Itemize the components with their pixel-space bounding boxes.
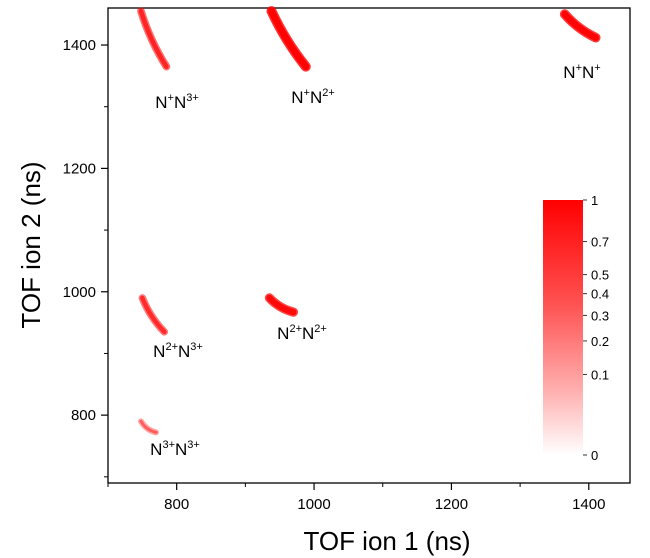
- channel-streak: [139, 419, 158, 434]
- channel-label: N+N3+: [155, 92, 199, 112]
- colorbar: [543, 200, 583, 455]
- y-tick-label: 1000: [63, 284, 96, 301]
- colorbar-tick-label: 0: [591, 448, 598, 463]
- channel-label: N3+N3+: [150, 439, 200, 459]
- colorbar-tick-label: 0.1: [591, 367, 609, 382]
- x-tick-label: 1200: [435, 496, 468, 513]
- colorbar-tick-label: 0.7: [591, 235, 609, 250]
- channel-label: N2+N2+: [277, 323, 327, 343]
- channel-streak: [267, 7, 310, 71]
- colorbar-tick-label: 1: [591, 193, 598, 208]
- channel-label: N+N+: [563, 62, 600, 82]
- channel-streak: [561, 10, 600, 41]
- channel-streak-glow: [138, 418, 160, 436]
- channel-streak: [266, 294, 297, 316]
- colorbar-tick-label: 0.2: [591, 334, 609, 349]
- channel-label: N2+N3+: [153, 341, 203, 361]
- channel-label: N+N2+: [291, 87, 335, 107]
- channel-streak: [138, 8, 169, 69]
- colorbar-tick-label: 0.3: [591, 308, 609, 323]
- y-tick-label: 800: [71, 407, 96, 424]
- channel-streak: [140, 295, 167, 335]
- y-tick-label: 1400: [63, 37, 96, 54]
- y-axis-label: TOF ion 2 (ns): [16, 161, 46, 328]
- x-tick-label: 1000: [297, 496, 330, 513]
- colorbar-tick-label: 0.4: [591, 287, 609, 302]
- plot-frame: [107, 7, 631, 484]
- x-axis-label: TOF ion 1 (ns): [303, 526, 470, 556]
- x-tick-label: 1400: [572, 496, 605, 513]
- colorbar-tick-label: 0.5: [591, 268, 609, 283]
- x-tick-label: 800: [164, 496, 189, 513]
- y-tick-label: 1200: [63, 160, 96, 177]
